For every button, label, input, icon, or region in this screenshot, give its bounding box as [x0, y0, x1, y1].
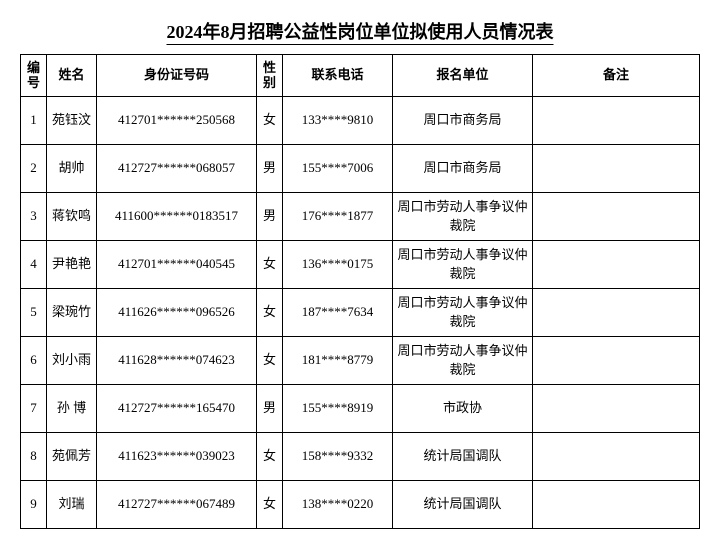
cell-id: 411628******074623	[97, 337, 257, 385]
cell-id: 412701******250568	[97, 97, 257, 145]
cell-unit: 统计局国调队	[393, 481, 533, 529]
cell-unit: 周口市劳动人事争议仲裁院	[393, 337, 533, 385]
table-row: 8苑佩芳411623******039023女158****9332统计局国调队	[21, 433, 700, 481]
cell-no: 7	[21, 385, 47, 433]
table-row: 9刘瑞412727******067489女138****0220统计局国调队	[21, 481, 700, 529]
table-row: 1苑钰汶412701******250568女133****9810周口市商务局	[21, 97, 700, 145]
cell-name: 蒋钦鸣	[47, 193, 97, 241]
table-header-row: 编号 姓名 身份证号码 性别 联系电话 报名单位 备注	[21, 55, 700, 97]
cell-unit: 市政协	[393, 385, 533, 433]
cell-id: 411626******096526	[97, 289, 257, 337]
cell-phone: 176****1877	[283, 193, 393, 241]
cell-phone: 158****9332	[283, 433, 393, 481]
cell-name: 尹艳艳	[47, 241, 97, 289]
cell-unit: 周口市劳动人事争议仲裁院	[393, 241, 533, 289]
cell-id: 412727******165470	[97, 385, 257, 433]
cell-note	[533, 481, 700, 529]
header-no: 编号	[21, 55, 47, 97]
cell-phone: 181****8779	[283, 337, 393, 385]
cell-unit: 周口市劳动人事争议仲裁院	[393, 289, 533, 337]
cell-name: 刘小雨	[47, 337, 97, 385]
table-row: 4尹艳艳412701******040545女136****0175周口市劳动人…	[21, 241, 700, 289]
cell-no: 3	[21, 193, 47, 241]
cell-gender: 男	[257, 145, 283, 193]
cell-no: 6	[21, 337, 47, 385]
cell-no: 2	[21, 145, 47, 193]
cell-no: 5	[21, 289, 47, 337]
cell-phone: 136****0175	[283, 241, 393, 289]
cell-phone: 155****7006	[283, 145, 393, 193]
cell-name: 梁琬竹	[47, 289, 97, 337]
cell-phone: 138****0220	[283, 481, 393, 529]
cell-id: 412701******040545	[97, 241, 257, 289]
cell-gender: 女	[257, 433, 283, 481]
table-row: 7孙 博412727******165470男155****8919市政协	[21, 385, 700, 433]
cell-id: 411600******0183517	[97, 193, 257, 241]
cell-no: 8	[21, 433, 47, 481]
page-title: 2024年8月招聘公益性岗位单位拟使用人员情况表	[20, 12, 700, 54]
cell-gender: 女	[257, 337, 283, 385]
cell-no: 4	[21, 241, 47, 289]
cell-note	[533, 433, 700, 481]
cell-phone: 187****7634	[283, 289, 393, 337]
table-body: 1苑钰汶412701******250568女133****9810周口市商务局…	[21, 97, 700, 529]
cell-name: 胡帅	[47, 145, 97, 193]
cell-note	[533, 289, 700, 337]
cell-gender: 女	[257, 241, 283, 289]
header-name: 姓名	[47, 55, 97, 97]
cell-note	[533, 97, 700, 145]
cell-note	[533, 145, 700, 193]
cell-phone: 155****8919	[283, 385, 393, 433]
cell-unit: 统计局国调队	[393, 433, 533, 481]
cell-id: 411623******039023	[97, 433, 257, 481]
cell-gender: 女	[257, 481, 283, 529]
cell-name: 刘瑞	[47, 481, 97, 529]
cell-unit: 周口市商务局	[393, 145, 533, 193]
cell-note	[533, 385, 700, 433]
cell-gender: 女	[257, 97, 283, 145]
cell-name: 苑钰汶	[47, 97, 97, 145]
table-row: 6刘小雨411628******074623女181****8779周口市劳动人…	[21, 337, 700, 385]
table-row: 5梁琬竹411626******096526女187****7634周口市劳动人…	[21, 289, 700, 337]
cell-no: 9	[21, 481, 47, 529]
header-note: 备注	[533, 55, 700, 97]
header-unit: 报名单位	[393, 55, 533, 97]
cell-unit: 周口市商务局	[393, 97, 533, 145]
cell-note	[533, 337, 700, 385]
cell-unit: 周口市劳动人事争议仲裁院	[393, 193, 533, 241]
cell-id: 412727******067489	[97, 481, 257, 529]
table-row: 2胡帅412727******068057男155****7006周口市商务局	[21, 145, 700, 193]
cell-phone: 133****9810	[283, 97, 393, 145]
personnel-table: 编号 姓名 身份证号码 性别 联系电话 报名单位 备注 1苑钰汶412701**…	[20, 54, 700, 529]
table-row: 3蒋钦鸣411600******0183517男176****1877周口市劳动…	[21, 193, 700, 241]
cell-name: 苑佩芳	[47, 433, 97, 481]
cell-id: 412727******068057	[97, 145, 257, 193]
header-gender: 性别	[257, 55, 283, 97]
cell-name: 孙 博	[47, 385, 97, 433]
header-phone: 联系电话	[283, 55, 393, 97]
header-id: 身份证号码	[97, 55, 257, 97]
cell-gender: 女	[257, 289, 283, 337]
cell-gender: 男	[257, 385, 283, 433]
cell-note	[533, 241, 700, 289]
cell-no: 1	[21, 97, 47, 145]
cell-note	[533, 193, 700, 241]
cell-gender: 男	[257, 193, 283, 241]
